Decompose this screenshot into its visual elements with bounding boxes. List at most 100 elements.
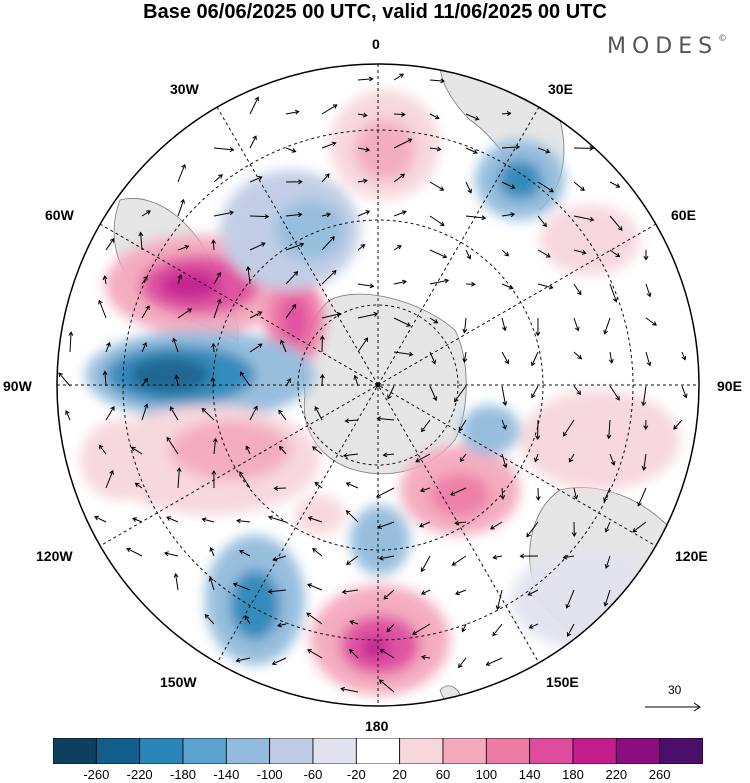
wind-arrow <box>420 419 431 433</box>
colorbar-swatch <box>225 738 271 764</box>
wind-arrow <box>383 589 395 600</box>
wind-arrow <box>377 521 395 529</box>
wind-arrow <box>465 147 478 154</box>
wind-arrow <box>429 146 442 152</box>
wind-arrow <box>535 487 541 501</box>
wind-arrow <box>501 453 508 469</box>
wind-arrow <box>341 589 359 595</box>
wind-arrow <box>249 176 263 183</box>
wind-arrow <box>609 181 621 188</box>
wind-arrow <box>393 73 405 81</box>
wind-arrow <box>105 469 114 489</box>
wind-arrow <box>492 554 503 560</box>
wind-arrow <box>419 521 431 528</box>
wind-arrow <box>429 215 445 227</box>
wind-arrow <box>643 419 649 430</box>
wind-arrow <box>201 407 215 421</box>
wind-arrow <box>641 385 647 407</box>
wind-arrow <box>177 245 190 251</box>
wind-arrow <box>465 181 472 194</box>
wind-arrow <box>126 547 143 557</box>
colorbar-swatch <box>269 738 314 764</box>
wind-arrow <box>249 343 263 353</box>
wind-arrow <box>345 482 359 489</box>
wind-arrow <box>271 657 287 666</box>
wind-arrow <box>267 515 287 523</box>
wind-arrow <box>573 181 585 191</box>
wind-arrow <box>232 582 251 591</box>
wind-arrow <box>285 147 297 153</box>
wind-arrow <box>378 555 395 561</box>
wind-arrow <box>177 308 193 319</box>
wind-arrow <box>138 231 144 251</box>
wind-arrow <box>501 283 514 290</box>
wind-arrow <box>278 409 287 421</box>
lon-label-60w: 60W <box>45 207 74 223</box>
wind-arrow <box>285 378 291 387</box>
wind-arrow <box>166 516 179 523</box>
colorbar-swatch <box>355 738 401 764</box>
colorbar-tick-label: 60 <box>435 767 451 782</box>
wind-arrow <box>211 470 217 489</box>
wind-arrow <box>573 385 581 396</box>
wind-arrow <box>415 453 431 463</box>
wind-arrow <box>321 173 330 183</box>
wind-arrow <box>321 236 335 251</box>
wind-arrow <box>172 337 179 353</box>
wind-arrow <box>141 210 151 217</box>
wind-arrow <box>645 351 652 367</box>
wind-arrow <box>321 104 338 115</box>
wind-arrow <box>573 487 579 500</box>
wind-arrow <box>535 317 541 337</box>
wind-arrow <box>357 244 366 251</box>
wind-arrow <box>375 487 395 498</box>
lon-label-60e: 60E <box>671 207 696 223</box>
wind-arrow <box>204 613 215 625</box>
wind-arrow <box>201 517 215 523</box>
wind-arrow <box>393 351 414 357</box>
wind-arrow <box>98 444 107 455</box>
wind-arrow <box>429 317 439 324</box>
colorbar-swatch <box>615 738 661 764</box>
wind-arrow <box>244 615 251 625</box>
wind-arrow <box>609 385 620 401</box>
colorbar-tick-label: -220 <box>126 767 153 782</box>
wind-arrow <box>141 305 150 319</box>
wind-arrow <box>573 249 587 255</box>
wind-arrow <box>379 649 395 659</box>
wind-arrow <box>357 283 375 289</box>
wind-arrow <box>393 210 407 217</box>
wind-arrow <box>357 210 371 217</box>
wind-arrow <box>609 453 616 466</box>
wind-arrow <box>571 521 577 537</box>
lon-label-0: 0 <box>372 36 380 52</box>
colorbar-tick-label: -140 <box>213 767 240 782</box>
wind-arrow <box>177 274 183 285</box>
wind-arrow <box>357 112 368 118</box>
wind-arrow <box>249 96 259 115</box>
wind-arrow <box>528 623 539 629</box>
wind-arrow <box>537 283 554 290</box>
wind-arrow <box>177 163 186 183</box>
wind-arrow <box>209 547 215 557</box>
wind-arrow <box>609 215 623 231</box>
wind-arrow <box>641 453 647 471</box>
wind-arrow <box>94 515 107 523</box>
wind-arrow <box>457 657 467 669</box>
wind-arrow <box>357 147 371 152</box>
wind-arrow <box>501 317 507 332</box>
colorbar-tick-label: 100 <box>475 767 498 782</box>
colorbar-swatch <box>139 738 184 764</box>
wind-arrow <box>681 351 687 361</box>
wind-arrow <box>454 589 467 596</box>
wind-arrow <box>459 453 467 463</box>
wind-arrow <box>501 419 507 430</box>
wind-arrow <box>249 242 266 251</box>
lon-label-90w: 90W <box>3 378 32 394</box>
wind-arrow <box>537 181 555 193</box>
wind-arrow <box>420 654 431 660</box>
wind-arrow <box>173 572 179 591</box>
colorbar-tick-label: -20 <box>346 767 366 782</box>
wind-arrow <box>393 317 412 327</box>
